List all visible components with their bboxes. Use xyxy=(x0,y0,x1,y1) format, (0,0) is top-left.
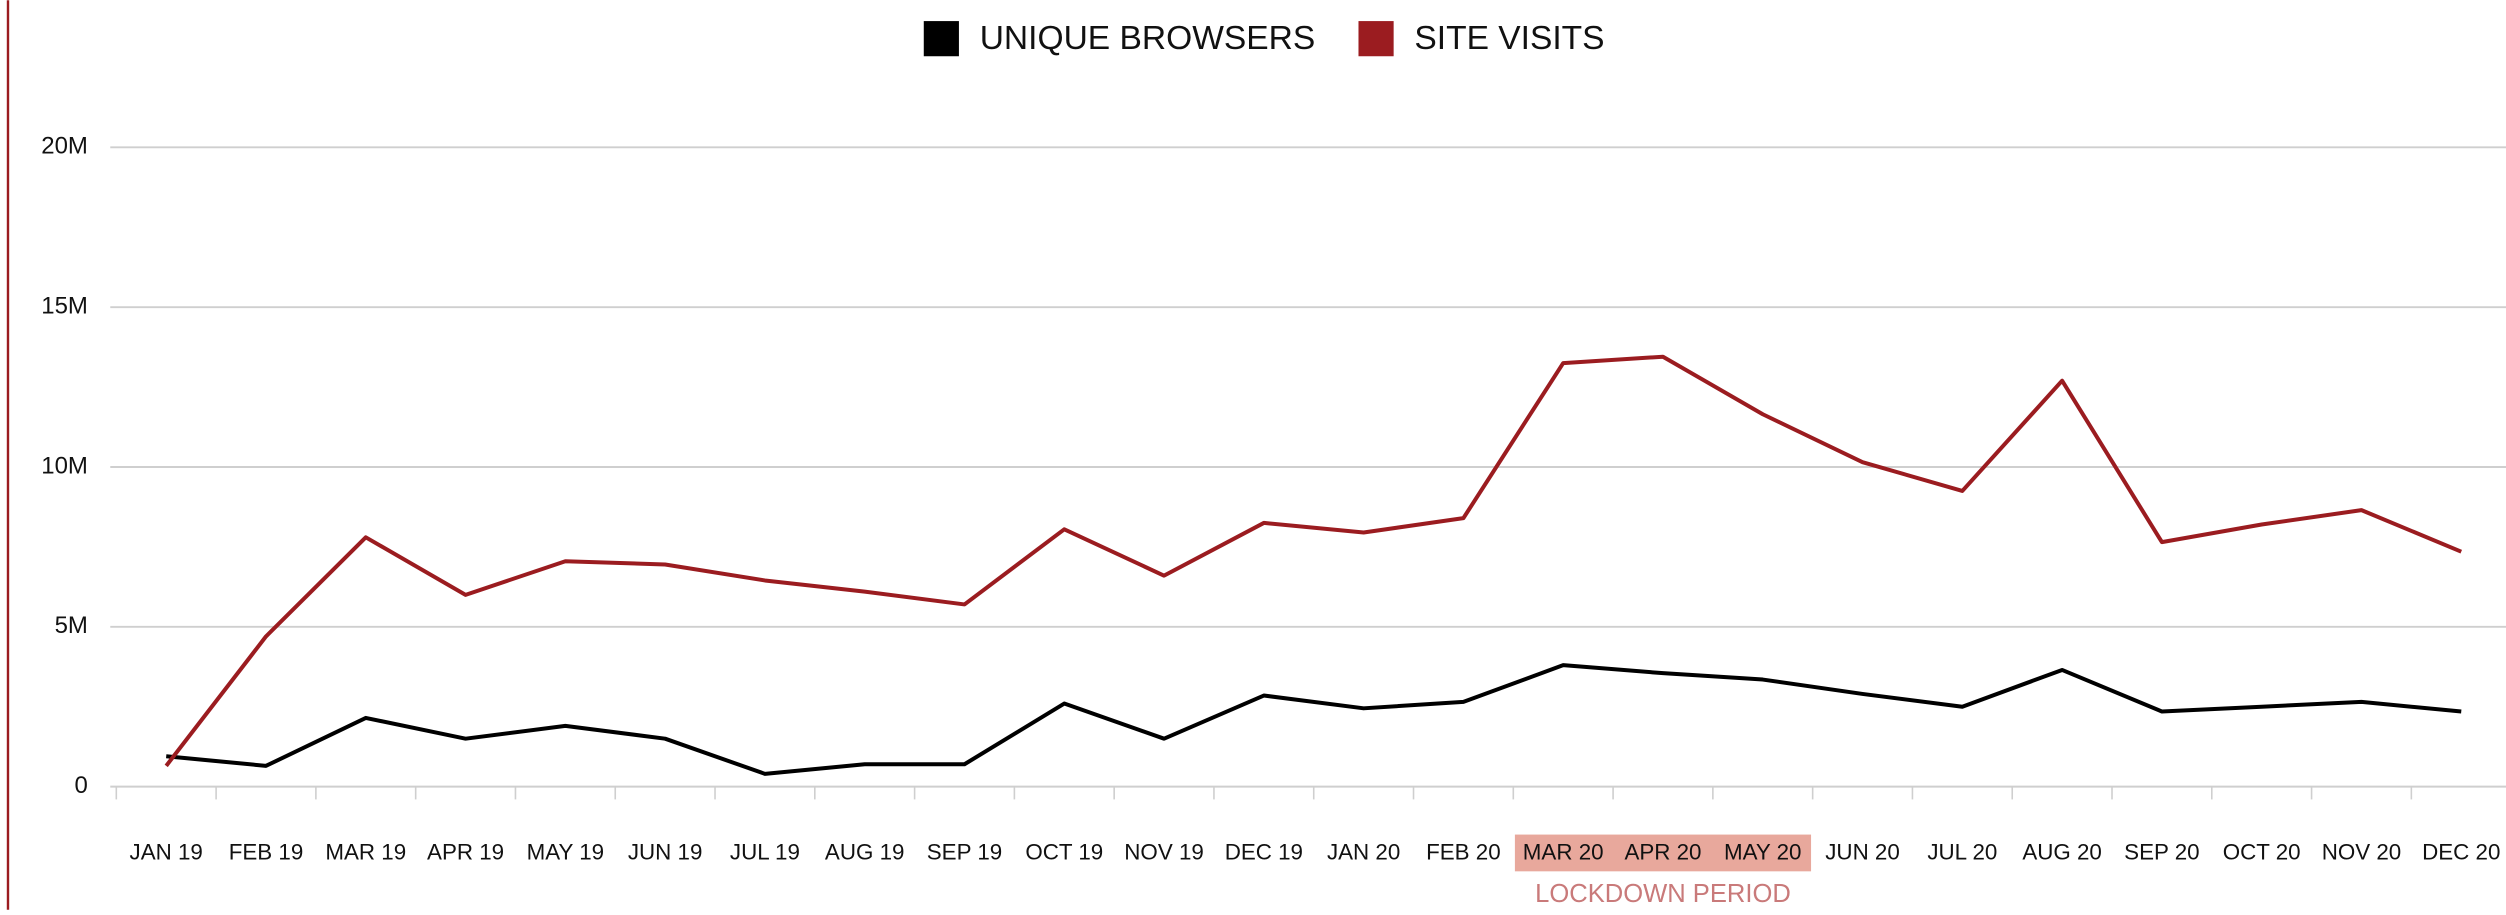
x-tick-label: JUL 19 xyxy=(730,840,800,865)
x-tick-label: JAN 20 xyxy=(1327,840,1400,865)
x-tick-label: JAN 19 xyxy=(130,840,203,865)
x-tick-label: APR 19 xyxy=(427,840,504,865)
x-tick-label: JUN 19 xyxy=(628,840,703,865)
y-tick-label: 20M xyxy=(41,133,88,160)
legend-label: SITE VISITS xyxy=(1414,20,1604,57)
x-tick-label: AUG 20 xyxy=(2022,840,2102,865)
y-tick-label: 15M xyxy=(41,292,88,319)
x-tick-label: SEP 19 xyxy=(927,840,1002,865)
x-tick-label: APR 20 xyxy=(1624,840,1701,865)
y-tick-label: 10M xyxy=(41,452,88,479)
y-tick-label: 0 xyxy=(75,772,88,799)
x-tick-label: MAY 20 xyxy=(1724,840,1801,865)
series-line xyxy=(166,663,2462,776)
highlight-band xyxy=(1514,834,1812,872)
x-tick-label: OCT 19 xyxy=(1025,840,1103,865)
x-tick-label: NOV 19 xyxy=(1124,840,1204,865)
legend-swatch xyxy=(1358,21,1394,57)
x-tick-label: DEC 19 xyxy=(1225,840,1303,865)
x-tick-label: NOV 20 xyxy=(2322,840,2402,865)
x-tick-label: FEB 19 xyxy=(229,840,304,865)
legend-label: UNIQUE BROWSERS xyxy=(980,20,1316,57)
x-tick-label: AUG 19 xyxy=(825,840,905,865)
x-tick-label: JUL 20 xyxy=(1927,840,1997,865)
x-tick-label: JUN 20 xyxy=(1825,840,1900,865)
legend-swatch xyxy=(923,21,959,57)
x-tick-label: DEC 20 xyxy=(2422,840,2500,865)
annotation: LOCKDOWN PERIOD xyxy=(1535,880,1791,908)
x-tick-label: FEB 20 xyxy=(1426,840,1501,865)
x-tick-label: SEP 20 xyxy=(2124,840,2199,865)
x-tick-label: MAR 19 xyxy=(325,840,406,865)
y-tick-label: 5M xyxy=(55,612,88,639)
x-tick-label: OCT 20 xyxy=(2223,840,2301,865)
x-tick-label: MAY 19 xyxy=(527,840,604,865)
x-tick-label: MAR 20 xyxy=(1523,840,1604,865)
series-line xyxy=(164,354,2463,768)
